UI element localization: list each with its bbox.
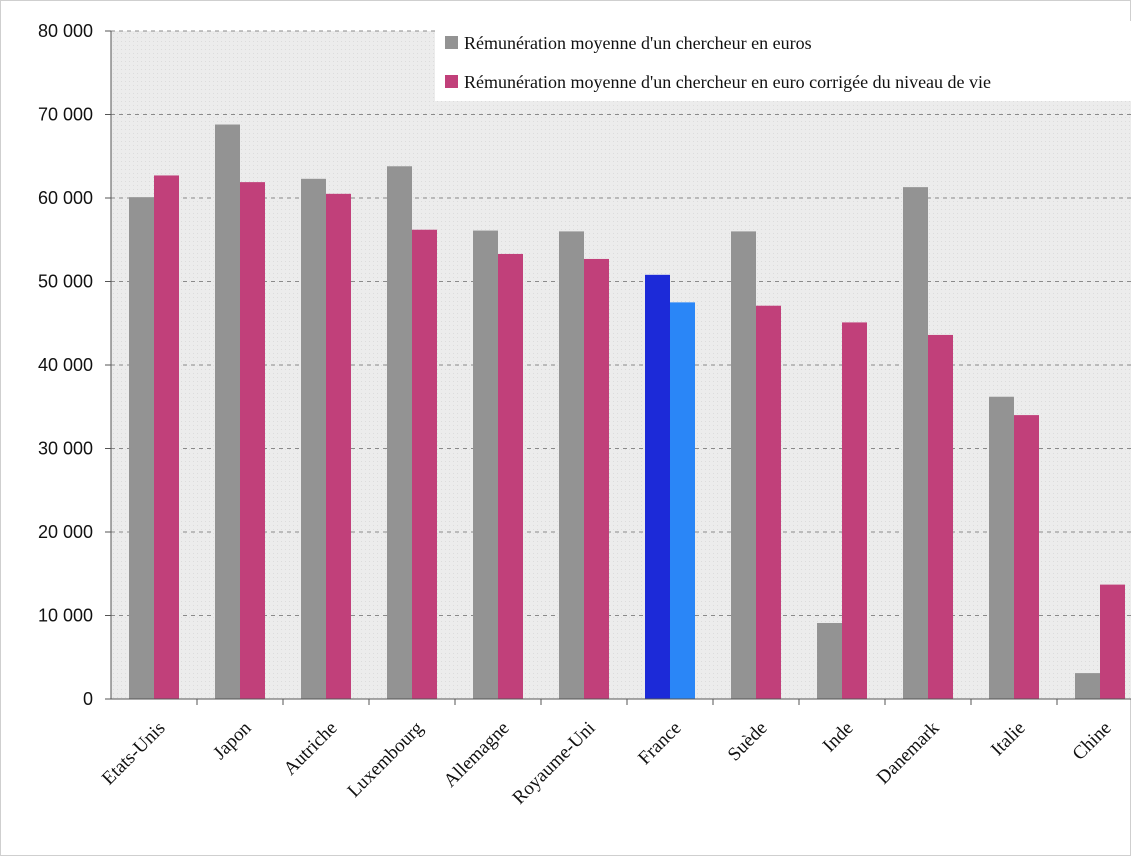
y-tick-labels: 0 10 000 20 000 30 000 40 000 50 000 60 000 70 … — [38, 21, 93, 709]
bar-series-2 — [1100, 584, 1125, 699]
bar-series-1 — [1075, 673, 1100, 699]
x-tick-labels: Etats-Unis Japon Autriche Luxembourg Allemag… — [98, 717, 1116, 808]
x-tick-label: France — [634, 718, 685, 769]
y-tick-label: 30 000 — [38, 439, 93, 459]
bar-series-2 — [1014, 415, 1039, 699]
legend: Rémunération moyenne d'un chercheur en e… — [435, 21, 1131, 101]
x-tick-label: Suède — [724, 718, 772, 766]
bar-series-1 — [301, 178, 326, 700]
bar-series-2 — [670, 302, 695, 699]
bar-series-1 — [731, 231, 756, 699]
y-tick-label: 70 000 — [38, 105, 93, 125]
x-tick-label: Danemark — [873, 717, 944, 788]
x-tick-label: Etats-Unis — [98, 718, 170, 790]
bar-series-2 — [756, 305, 781, 699]
bar-series-1 — [817, 623, 842, 699]
x-tick-label: Inde — [819, 718, 858, 757]
legend-swatch-series-2 — [445, 75, 458, 88]
x-tick-label: Chine — [1069, 718, 1116, 765]
x-tick-label: Autriche — [280, 718, 342, 780]
bar-series-2 — [240, 182, 265, 699]
bar-series-2 — [498, 253, 523, 699]
bar-series-1 — [559, 231, 584, 699]
y-tick-label: 10 000 — [38, 606, 93, 626]
x-tick-label: Luxembourg — [344, 717, 428, 801]
gridlines — [111, 30, 1131, 616]
bar-series-1 — [387, 166, 412, 699]
bar-series-2 — [842, 322, 867, 699]
x-tick-label: Japon — [209, 717, 256, 764]
y-tick-label: 0 — [83, 689, 93, 709]
y-tick-label: 50 000 — [38, 272, 93, 292]
bar-series-2 — [928, 334, 953, 699]
axes — [105, 30, 1131, 705]
x-tick-label: Royaume-Uni — [509, 718, 600, 809]
x-tick-label: Allemagne — [440, 718, 514, 792]
y-tick-label: 60 000 — [38, 188, 93, 208]
bar-series-2 — [326, 193, 351, 699]
y-tick-label: 80 000 — [38, 21, 93, 41]
bar-series-1 — [473, 230, 498, 699]
bars — [129, 124, 1125, 700]
y-tick-label: 40 000 — [38, 355, 93, 375]
bar-series-1 — [215, 124, 240, 699]
legend-box — [435, 21, 1131, 101]
bar-series-1 — [903, 187, 928, 699]
x-tick-label: Italie — [987, 718, 1029, 760]
legend-label-series-1: Rémunération moyenne d'un chercheur en e… — [464, 33, 812, 53]
bar-series-1 — [989, 396, 1014, 699]
bar-series-2 — [154, 175, 179, 699]
bar-series-1 — [645, 274, 670, 699]
y-tick-label: 20 000 — [38, 522, 93, 542]
bar-series-2 — [584, 258, 609, 699]
bar-series-1 — [129, 197, 154, 700]
legend-label-series-2: Rémunération moyenne d'un chercheur en e… — [464, 72, 991, 92]
legend-swatch-series-1 — [445, 36, 458, 49]
bar-series-2 — [412, 229, 437, 700]
